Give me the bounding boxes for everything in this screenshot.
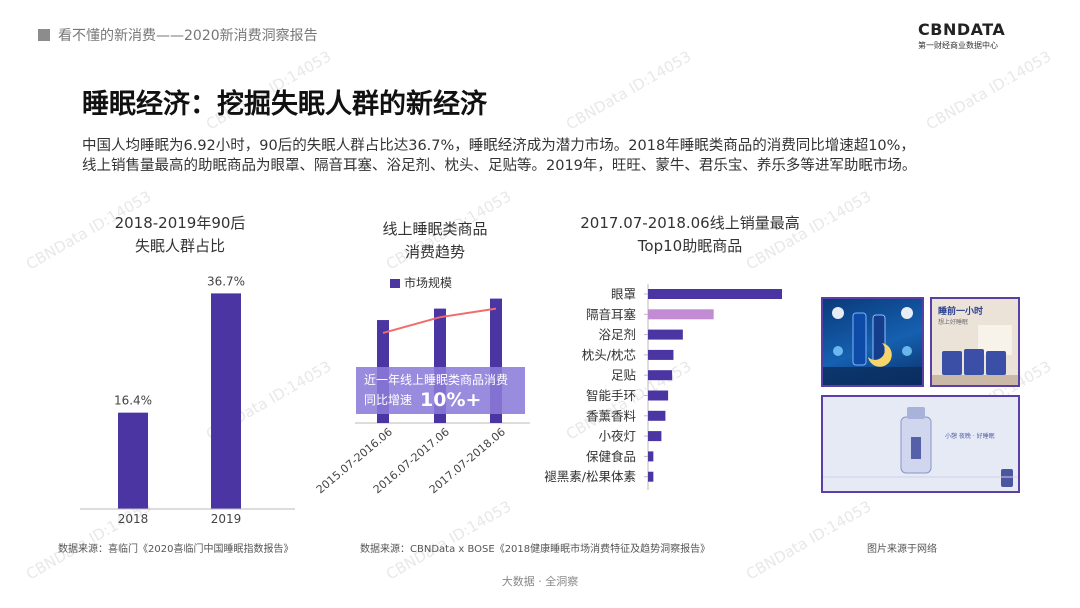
chart3-category-label: 浴足剂 [598, 327, 636, 342]
chart3-title-line1: 2017.07-2018.06线上销量最高 [580, 214, 800, 232]
watermark-text: CBNData ID:14053 [923, 47, 1054, 133]
page-title: 睡眠经济：挖掘失眠人群的新经济 [82, 89, 487, 120]
chart3-category-label: 枕头/枕芯 [582, 347, 636, 362]
ad-image-sleep-drink-3: 小憩 夜晚 · 好睡眠 [821, 395, 1020, 493]
chart1-value-label: 16.4% [114, 394, 152, 408]
watermark-text: CBNData ID:14053 [743, 497, 874, 583]
cbndata-logo: CBNDATA [918, 20, 1006, 39]
source-left: 数据来源：喜临门《2020喜临门中国睡眠指数报告》 [58, 544, 294, 555]
chart2-legend-swatch [390, 279, 400, 288]
chart2-legend-label: 市场规模 [404, 275, 452, 290]
header-report-title: 看不懂的新消费——2020新消费洞察报告 [58, 28, 318, 44]
chart2-title-line1: 线上睡眠类商品 [382, 220, 488, 238]
chart3-category-label: 隔音耳塞 [586, 307, 637, 322]
chart3-category-label: 小夜灯 [598, 429, 636, 444]
chart1-title-line1: 2018-2019年90后 [114, 214, 246, 232]
chart1-category-label: 2019 [211, 512, 242, 526]
chart3-category-label: 眼罩 [611, 287, 636, 302]
chart3-title: 2017.07-2018.06线上销量最高 Top10助眠商品 [560, 212, 820, 258]
footer-slogan: 大数据 · 全洞察 [501, 575, 579, 588]
chart2-trend-line [382, 307, 497, 334]
ad-image-sleep-drink-1 [821, 297, 924, 387]
chart3-bar-4 [648, 370, 673, 381]
ad2-headline: 睡前一小时 [938, 307, 984, 317]
chart3-bar-8 [648, 451, 654, 462]
chart3-category-label: 足贴 [611, 368, 636, 383]
chart3-category-label: 智能手环 [586, 388, 636, 403]
chart2-callout-box [356, 367, 525, 414]
chart3-category-label: 香薰香料 [586, 408, 637, 423]
source-middle: 数据来源：CBNData x BOSE《2018健康睡眠市场消费特征及趋势洞察报… [360, 544, 711, 555]
chart1-category-label: 2018 [118, 512, 149, 526]
chart3-bar-7 [648, 431, 662, 442]
chart1-title-line2: 失眠人群占比 [134, 237, 225, 255]
chart3-bar-2 [648, 329, 683, 340]
chart3-title-line2: Top10助眠商品 [637, 237, 743, 255]
chart1-value-label: 36.7% [207, 274, 245, 288]
chart2-callout-text2: 同比增速 [364, 393, 412, 407]
ad-image-sleep-drink-2: 睡前一小时 想上好睡眠 [930, 297, 1020, 387]
chart1-title: 2018-2019年90后 失眠人群占比 [80, 212, 280, 258]
chart1-insomnia-share: 16.4% 2018 36.7% 2019 [80, 274, 295, 526]
chart3-bar-3 [648, 349, 674, 360]
chart3-bar-9 [648, 471, 654, 482]
ad2-illustration [932, 299, 1018, 385]
chart2-title: 线上睡眠类商品 消费趋势 [330, 218, 540, 264]
chart1-bar-2018 [118, 412, 148, 509]
chart3-category-label: 褪黑素/松果体素 [544, 469, 636, 484]
chart2-title-line2: 消费趋势 [404, 243, 465, 261]
chart3-category-label: 保健食品 [586, 449, 636, 464]
source-right: 图片来源于网络 [867, 544, 937, 555]
ad3-illustration [823, 397, 1018, 491]
header-square-icon [38, 29, 50, 41]
intro-paragraph: 中国人均睡眠为6.92小时，90后的失眠人群占比达36.7%，睡眠经济成为潜力市… [82, 136, 1002, 176]
chart3-bar-1 [648, 309, 714, 320]
ad1-illustration [823, 307, 922, 385]
intro-line-1: 中国人均睡眠为6.92小时，90后的失眠人群占比达36.7%，睡眠经济成为潜力市… [82, 138, 915, 154]
chart1-bar-2019 [211, 293, 241, 509]
intro-line-2: 线上销售量最高的助眠商品为眼罩、隔音耳塞、浴足剂、枕头、足贴等。2019年，旺旺… [82, 158, 917, 174]
cbndata-logo-subtitle: 第一财经商业数据中心 [918, 41, 998, 50]
chart3-bar-6 [648, 410, 666, 421]
chart3-bar-0 [648, 289, 782, 299]
chart2-consumption-trend: 市场规模2015.07-2016.062016.07-2017.062017.0… [314, 275, 530, 496]
chart3-bar-5 [648, 390, 669, 401]
watermark-text: CBNData ID:14053 [563, 47, 694, 133]
chart2-callout-text: 近一年线上睡眠类商品消费 [364, 372, 508, 387]
chart2-callout-value: 10%+ [420, 389, 481, 411]
ad3-caption: 小憩 夜晚 · 好睡眠 [945, 433, 995, 440]
ad2-subline: 想上好睡眠 [938, 319, 969, 326]
